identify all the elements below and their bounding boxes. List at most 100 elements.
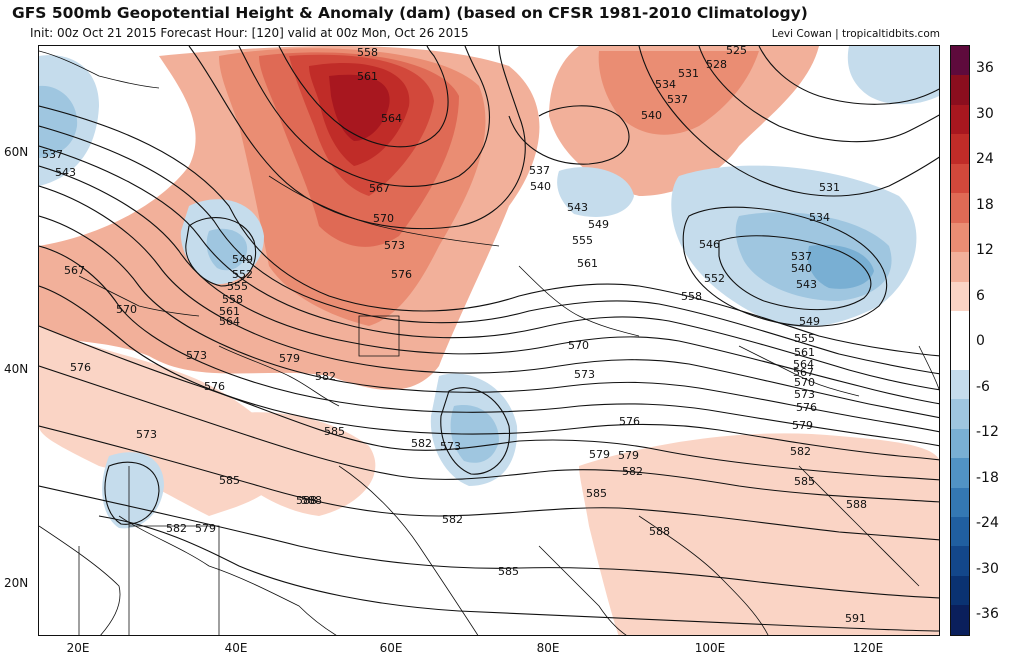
contour-label: 573 bbox=[136, 428, 157, 441]
contour-label: 582 bbox=[442, 513, 463, 526]
colorbar-swatch bbox=[951, 517, 969, 547]
contour-label: 552 bbox=[704, 272, 725, 285]
colorbar-label: 36 bbox=[976, 60, 994, 76]
colorbar-label: -18 bbox=[976, 470, 999, 486]
contour-label: 525 bbox=[726, 46, 747, 57]
contour-label: 561 bbox=[357, 70, 378, 83]
contour-label: 579 bbox=[589, 448, 610, 461]
contour-label: 588 bbox=[649, 525, 670, 538]
contour-label: 546 bbox=[699, 238, 720, 251]
contour-label: 570 bbox=[794, 376, 815, 389]
contour-label: 576 bbox=[391, 268, 412, 281]
lat-label-60n: 60N bbox=[4, 145, 29, 159]
contour-label: 582 bbox=[622, 465, 643, 478]
colorbar-label: 18 bbox=[976, 197, 994, 213]
contour-label: 576 bbox=[204, 380, 225, 393]
colorbar-swatch bbox=[951, 487, 969, 517]
colorbar-label: 24 bbox=[976, 151, 994, 167]
contour-label: 537 bbox=[529, 164, 550, 177]
contour-label: 558 bbox=[222, 293, 243, 306]
colorbar-swatch bbox=[951, 75, 969, 105]
lon-label-100e: 100E bbox=[694, 641, 726, 655]
contour-label: 540 bbox=[530, 180, 551, 193]
contour-label: 576 bbox=[796, 401, 817, 414]
colorbar-swatch bbox=[951, 546, 969, 576]
map-subtitle: Init: 00z Oct 21 2015 Forecast Hour: [12… bbox=[30, 26, 469, 40]
contour-label: 570 bbox=[116, 303, 137, 316]
lon-label-20e: 20E bbox=[66, 641, 90, 655]
credit-text: Levi Cowan | tropicaltidbits.com bbox=[771, 28, 940, 40]
contour-label: 588 bbox=[296, 494, 317, 507]
colorbar-label: 12 bbox=[976, 242, 994, 258]
contour-label: 564 bbox=[219, 315, 240, 328]
contour-label: 555 bbox=[227, 280, 248, 293]
colorbar-label: 0 bbox=[976, 333, 985, 349]
contour-label: 558 bbox=[681, 290, 702, 303]
contour-label: 561 bbox=[219, 305, 240, 318]
colorbar-swatch bbox=[951, 252, 969, 282]
contour-label: 576 bbox=[619, 415, 640, 428]
lon-label-120e: 120E bbox=[852, 641, 884, 655]
contour-label: 579 bbox=[792, 419, 813, 432]
contour-label: 582 bbox=[790, 445, 811, 458]
colorbar-swatch bbox=[951, 310, 969, 341]
colorbar-swatch bbox=[951, 605, 969, 635]
contour-label: 567 bbox=[793, 366, 814, 379]
contour-label: 585 bbox=[219, 474, 240, 487]
lat-label-40n: 40N bbox=[4, 362, 29, 376]
colorbar-swatch bbox=[951, 399, 969, 429]
contour-label: 579 bbox=[279, 352, 300, 365]
contour-label: 540 bbox=[641, 109, 662, 122]
contour-label: 549 bbox=[232, 253, 253, 266]
coastlines bbox=[39, 50, 939, 635]
contour-label: 558 bbox=[357, 46, 378, 59]
contour-label: 564 bbox=[793, 358, 814, 371]
colorbar-label: -30 bbox=[976, 561, 999, 577]
colorbar-swatch bbox=[951, 222, 969, 253]
lon-label-80e: 80E bbox=[536, 641, 560, 655]
contour-label: 582 bbox=[315, 370, 336, 383]
contour-label: 561 bbox=[794, 346, 815, 359]
colorbar-swatch bbox=[951, 369, 969, 400]
contour-label: 540 bbox=[791, 262, 812, 275]
contour-label: 582 bbox=[411, 437, 432, 450]
colorbar-label: -12 bbox=[976, 424, 999, 440]
contour-label: 564 bbox=[381, 112, 402, 125]
contour-label: 582 bbox=[166, 522, 187, 535]
contour-label: 537 bbox=[791, 250, 812, 263]
contour-label: 534 bbox=[655, 78, 676, 91]
contour-label: 567 bbox=[369, 182, 390, 195]
colorbar-label: 30 bbox=[976, 106, 994, 122]
contour-label: 579 bbox=[195, 522, 216, 535]
contour-label: 555 bbox=[794, 332, 815, 345]
contour-label: 537 bbox=[667, 93, 688, 106]
contour-label: 531 bbox=[678, 67, 699, 80]
map-panel[interactable]: 558 561 564 567 570 573 576 525 528 531 534 537 540 5… bbox=[38, 45, 940, 636]
colorbar-label: 6 bbox=[976, 288, 985, 304]
contour-label: 543 bbox=[567, 201, 588, 214]
colorbar-label: -36 bbox=[976, 606, 999, 622]
contour-label: 579 bbox=[618, 449, 639, 462]
map-canvas: 5585615645675705735765255285315345375405… bbox=[39, 46, 939, 635]
colorbar-swatch bbox=[951, 428, 969, 459]
colorbar-swatch bbox=[951, 458, 969, 488]
contour-label: 585 bbox=[586, 487, 607, 500]
contour-label: 543 bbox=[55, 166, 76, 179]
contour-label: 573 bbox=[440, 440, 461, 453]
colorbar-label: -24 bbox=[976, 515, 999, 531]
contour-label: 552 bbox=[232, 268, 253, 281]
colorbar-swatch bbox=[951, 340, 969, 370]
lon-label-60e: 60E bbox=[379, 641, 403, 655]
colorbar-swatch bbox=[951, 575, 969, 606]
map-title: GFS 500mb Geopotential Height & Anomaly … bbox=[12, 4, 808, 22]
colorbar-label: -6 bbox=[976, 379, 990, 395]
contour-label: 549 bbox=[799, 315, 820, 328]
contour-label: 573 bbox=[794, 388, 815, 401]
contour-label: 573 bbox=[384, 239, 405, 252]
contour-label: 588 bbox=[301, 494, 322, 507]
contour-label: 573 bbox=[574, 368, 595, 381]
contour-label: 591 bbox=[845, 612, 866, 625]
contour-label: 534 bbox=[809, 211, 830, 224]
contour-label: 573 bbox=[186, 349, 207, 362]
contour-label: 555 bbox=[572, 234, 593, 247]
